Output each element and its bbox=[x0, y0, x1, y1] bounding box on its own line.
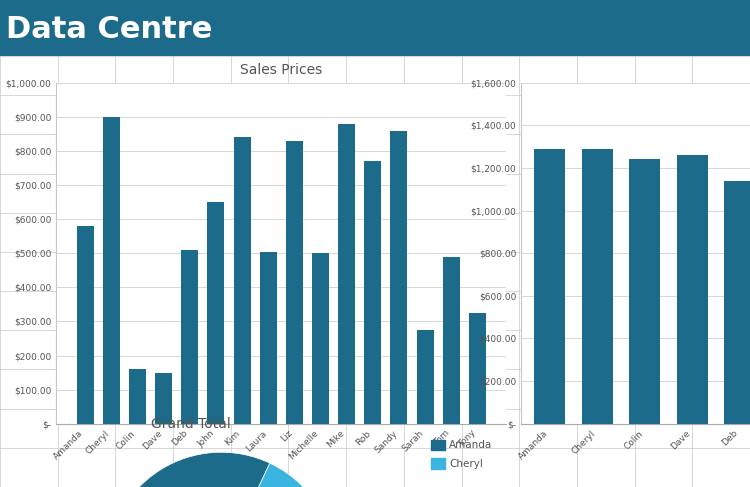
Bar bbox=[442, 257, 460, 424]
Bar bbox=[103, 117, 120, 424]
Wedge shape bbox=[221, 463, 335, 487]
Bar bbox=[286, 141, 303, 424]
Bar bbox=[416, 330, 434, 424]
Text: Grand Total: Grand Total bbox=[152, 417, 231, 431]
Bar bbox=[364, 161, 381, 424]
Bar bbox=[534, 149, 566, 424]
Bar bbox=[391, 131, 407, 424]
Bar bbox=[582, 149, 613, 424]
Bar bbox=[129, 369, 146, 424]
Bar bbox=[76, 226, 94, 424]
Bar bbox=[182, 250, 198, 424]
Text: Amanda: Amanda bbox=[449, 440, 493, 450]
Bar bbox=[629, 160, 660, 424]
Text: Cheryl: Cheryl bbox=[449, 459, 483, 468]
Bar bbox=[338, 124, 355, 424]
Bar bbox=[676, 155, 708, 424]
Text: Data Centre: Data Centre bbox=[6, 15, 212, 44]
Bar bbox=[233, 137, 250, 424]
Wedge shape bbox=[107, 452, 270, 487]
Bar bbox=[260, 251, 277, 424]
Bar bbox=[155, 373, 172, 424]
Bar bbox=[312, 253, 329, 424]
Title: Sales Prices: Sales Prices bbox=[240, 63, 322, 77]
Bar bbox=[469, 313, 486, 424]
Bar bbox=[724, 181, 750, 424]
Bar bbox=[208, 202, 224, 424]
